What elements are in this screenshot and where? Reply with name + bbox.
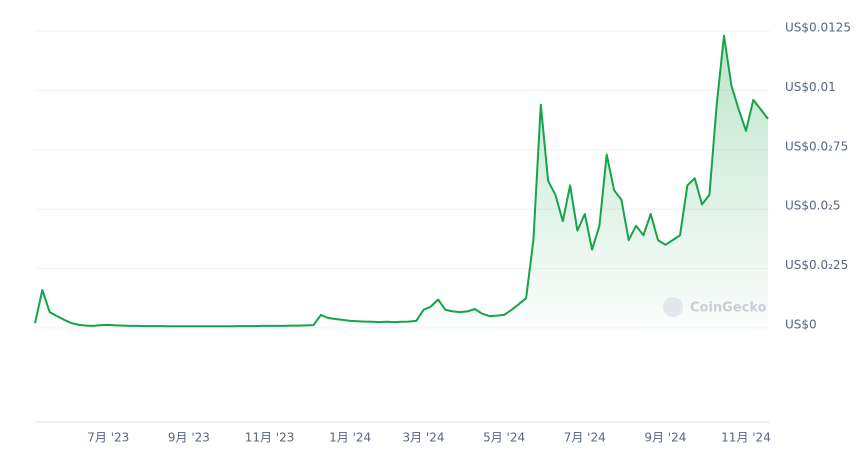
y-tick-label: US$0.0₂75 <box>785 139 848 153</box>
y-tick-label: US$0 <box>785 318 817 332</box>
watermark: CoinGecko <box>690 301 767 316</box>
y-tick-label: US$0.0₂25 <box>785 258 848 272</box>
x-tick-label: 7月 '23 <box>87 431 129 445</box>
y-tick-label: US$0.0₂5 <box>785 199 841 213</box>
x-tick-label: 11月 '23 <box>245 431 295 445</box>
x-tick-label: 1月 '24 <box>329 431 371 445</box>
x-tick-label: 11月 '24 <box>721 431 771 445</box>
y-tick-label: US$0.01 <box>785 80 836 94</box>
watermark-logo <box>663 297 683 317</box>
x-tick-label: 3月 '24 <box>402 431 444 445</box>
x-tick-label: 9月 '24 <box>644 431 686 445</box>
x-tick-label: 7月 '24 <box>564 431 606 445</box>
x-tick-label: 5月 '24 <box>483 431 525 445</box>
y-tick-label: US$0.0125 <box>785 21 851 35</box>
x-tick-label: 9月 '23 <box>168 431 210 445</box>
price-line <box>34 34 769 328</box>
price-area <box>35 35 768 329</box>
